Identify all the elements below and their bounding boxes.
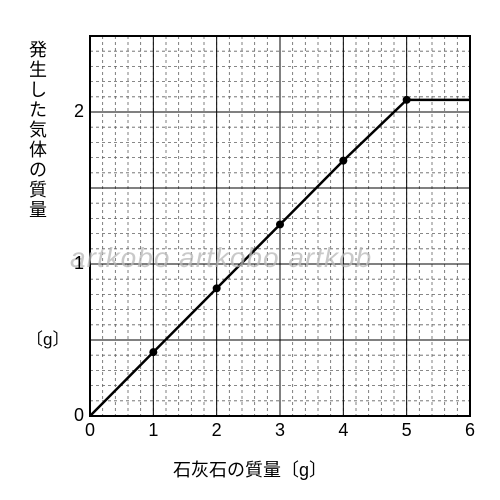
x-tick: 3 [275,420,285,441]
x-tick: 6 [465,420,475,441]
y-tick: 1 [74,253,84,274]
x-tick: 2 [212,420,222,441]
y-tick: 2 [74,101,84,122]
x-tick: 0 [85,420,95,441]
chart-container: 発生した気体の質量 〔g〕 artkobo artkobo artkob 012… [0,0,500,500]
x-tick: 1 [148,420,158,441]
x-axis-label: 石灰石の質量〔g〕 [0,456,500,482]
y-tick: 0 [74,405,84,426]
x-tick: 4 [338,420,348,441]
x-tick: 5 [402,420,412,441]
